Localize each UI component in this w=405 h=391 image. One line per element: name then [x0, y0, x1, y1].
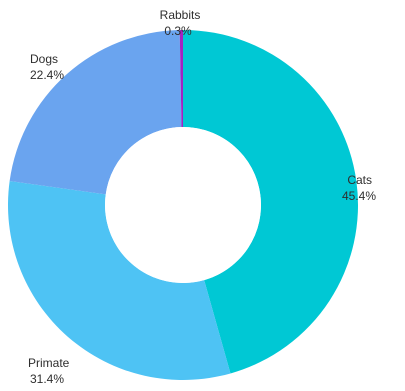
label-cats: Cats 45.4% — [342, 173, 376, 203]
slice-percent-primate: 31.4% — [30, 372, 64, 386]
slice-percent-cats: 45.4% — [342, 189, 376, 203]
slice-cats — [183, 30, 358, 374]
slice-name-primate: Primate — [28, 356, 70, 370]
slice-name-dogs: Dogs — [30, 52, 58, 66]
label-dogs: Dogs 22.4% — [30, 52, 64, 82]
slice-primate — [8, 181, 231, 380]
donut-hole — [105, 127, 261, 283]
label-rabbits: Rabbits 0.3% — [160, 8, 201, 38]
slice-name-rabbits: Rabbits — [160, 8, 201, 22]
slice-name-cats: Cats — [347, 173, 372, 187]
slice-rabbits — [179, 30, 183, 128]
slice-dogs — [9, 30, 182, 195]
label-primate: Primate 31.4% — [28, 356, 70, 386]
slice-percent-rabbits: 0.3% — [164, 24, 192, 38]
slices-group — [8, 30, 358, 380]
slice-percent-dogs: 22.4% — [30, 68, 64, 82]
